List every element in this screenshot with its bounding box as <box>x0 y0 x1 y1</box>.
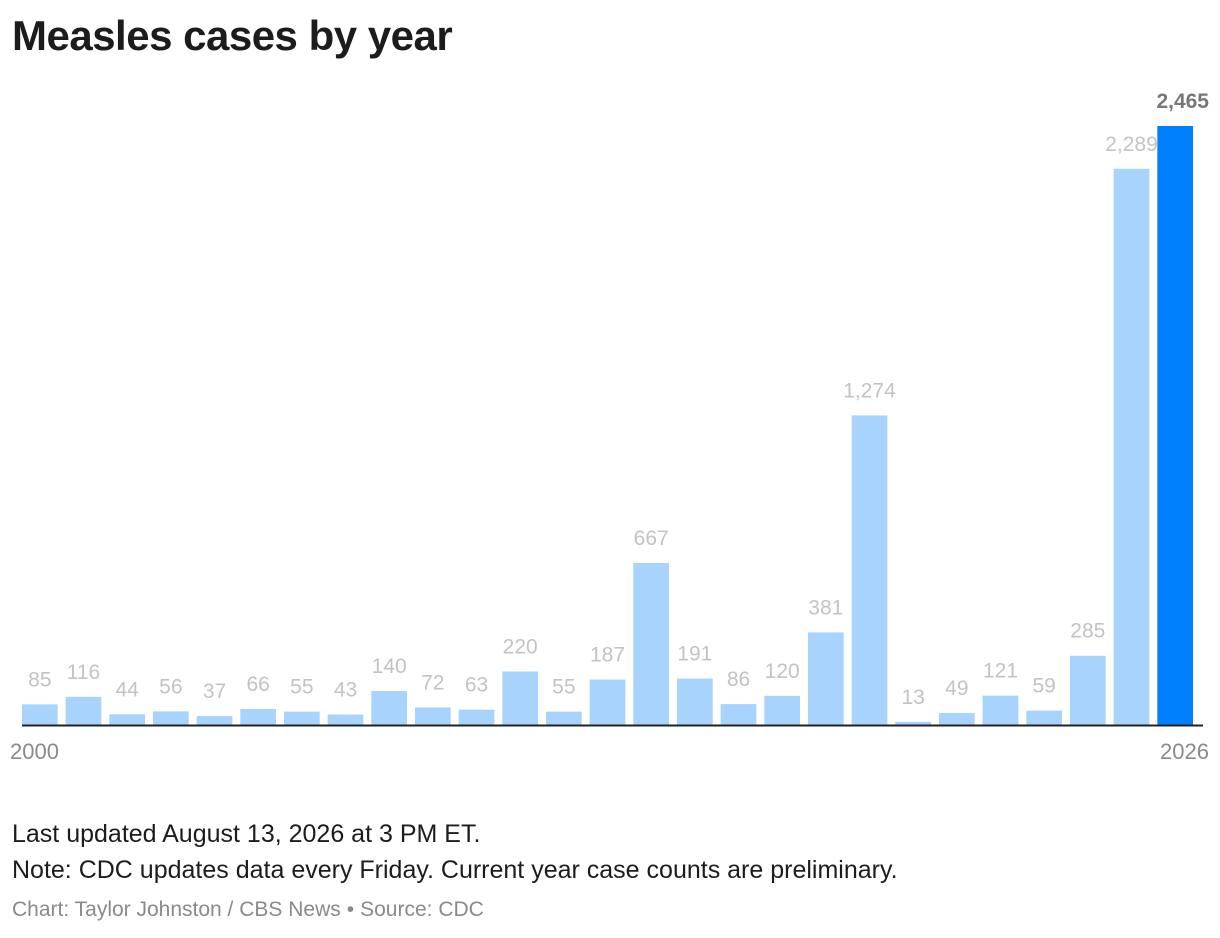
x-axis-ticks: 2000 2026 <box>10 739 1209 764</box>
value-label-2017: 120 <box>765 660 800 683</box>
bar-2010 <box>458 709 495 725</box>
bar-2022 <box>982 695 1019 725</box>
value-label-2003: 56 <box>159 675 182 698</box>
bar-2008 <box>371 690 407 725</box>
x-tick-2000: 2000 <box>10 739 59 764</box>
bar-2017 <box>764 695 800 725</box>
bar-2019 <box>851 415 888 725</box>
bar-2026 <box>1157 126 1193 725</box>
chart-title: Measles cases by year <box>12 12 453 59</box>
value-label-2004: 37 <box>203 680 226 703</box>
bar-2001 <box>65 696 102 725</box>
bar-2020 <box>895 721 931 725</box>
bar-2007 <box>327 714 364 725</box>
value-label-2023: 59 <box>1032 675 1055 698</box>
chart-source: Source: CDC <box>360 898 484 921</box>
bar-2005 <box>240 708 276 725</box>
chart-credit: Chart: Taylor Johnston / CBS News • Source… <box>12 898 484 922</box>
bar-2000 <box>22 704 58 725</box>
value-label-2024: 285 <box>1070 620 1105 643</box>
value-label-2010: 63 <box>465 674 488 697</box>
value-label-2011: 220 <box>503 636 538 659</box>
chart-notes: Last updated August 13, 2026 at 3 PM ET.… <box>12 816 898 888</box>
bar-2011 <box>502 671 538 725</box>
value-label-2025: 2,289 <box>1105 133 1158 156</box>
value-label-2021: 49 <box>945 677 968 700</box>
value-label-2020: 13 <box>901 686 924 709</box>
value-label-2019: 1,274 <box>843 379 896 402</box>
bar-2025 <box>1113 168 1150 725</box>
value-label-2014: 667 <box>634 527 669 550</box>
bar-2006 <box>284 711 320 725</box>
value-label-2000: 85 <box>28 668 51 691</box>
bar-2009 <box>415 707 451 725</box>
bar-2018 <box>808 632 844 725</box>
value-label-2009: 72 <box>421 672 444 695</box>
value-label-2005: 66 <box>246 673 269 696</box>
last-updated-text: Last updated August 13, 2026 at 3 PM ET. <box>12 820 481 848</box>
data-note-text: Note: CDC updates data every Friday. Cur… <box>12 856 898 884</box>
value-labels-layer: 85 116 44 56 37 66 55 43 140 72 63 220 55 187 667 191 86… <box>28 90 1209 709</box>
value-label-2026: 2,465 <box>1156 90 1209 113</box>
bar-2023 <box>1026 710 1062 725</box>
bar-2004 <box>196 716 233 725</box>
bar-2015 <box>677 678 713 725</box>
value-label-2008: 140 <box>372 655 407 678</box>
chart-byline: Chart: Taylor Johnston / CBS News <box>12 898 341 921</box>
value-label-2022: 121 <box>983 660 1018 683</box>
value-label-2002: 44 <box>115 678 139 701</box>
value-label-2018: 381 <box>808 596 843 619</box>
bar-2024 <box>1070 655 1106 725</box>
bar-2014 <box>633 562 669 725</box>
value-label-2013: 187 <box>590 644 625 667</box>
bar-chart: 85 116 44 56 37 66 55 43 140 72 63 220 55 187 667 191 86… <box>10 90 1209 764</box>
value-label-2001: 116 <box>67 661 100 684</box>
bar-2021 <box>939 713 975 725</box>
value-label-2007: 43 <box>334 679 357 702</box>
x-tick-2026: 2026 <box>1160 739 1209 764</box>
bar-2012 <box>546 711 582 725</box>
value-label-2015: 191 <box>677 643 712 666</box>
value-label-2016: 86 <box>727 668 750 691</box>
bar-2003 <box>153 711 189 725</box>
credit-separator: • <box>346 898 355 921</box>
bars-layer <box>22 126 1193 725</box>
value-label-2012: 55 <box>552 676 575 699</box>
value-label-2006: 55 <box>290 676 313 699</box>
bar-2016 <box>720 704 757 725</box>
bar-2013 <box>589 679 626 725</box>
bar-2002 <box>109 714 145 725</box>
